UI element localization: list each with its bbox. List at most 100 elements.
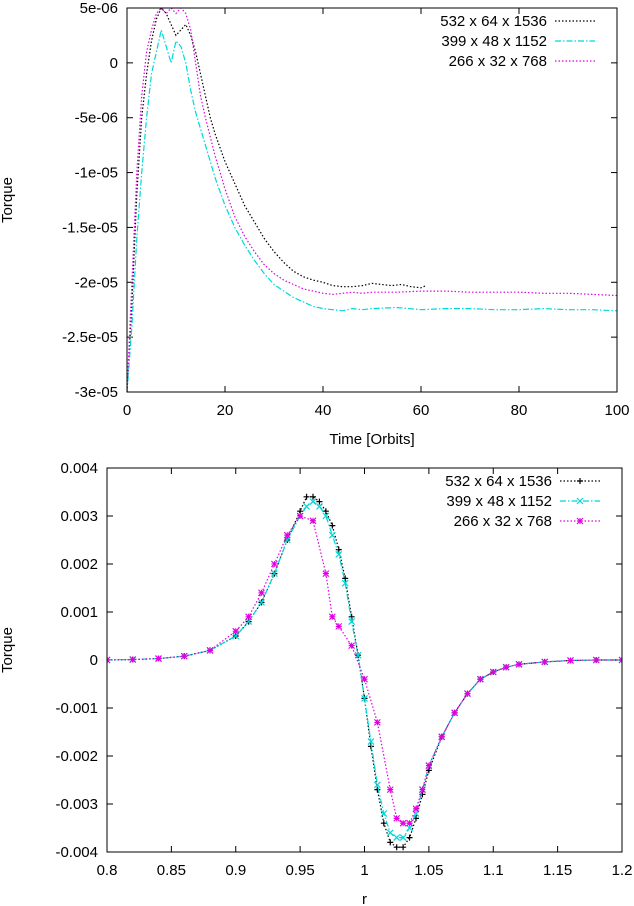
y-tick-label: -0.002 (55, 748, 98, 765)
data-point (476, 675, 484, 683)
legend-label: 399 x 48 x 1152 (446, 493, 552, 510)
x-tick-label: 60 (413, 402, 430, 419)
data-point (361, 675, 368, 683)
data-point (329, 522, 336, 529)
data-point (348, 618, 356, 626)
x-tick-label: 40 (315, 402, 332, 419)
x-tick-label: 1.2 (612, 862, 633, 879)
data-point (232, 627, 240, 635)
data-point (489, 668, 497, 676)
data-point (155, 655, 162, 662)
data-point (515, 660, 523, 668)
y-tick-label: 0.001 (60, 604, 98, 621)
data-point (335, 546, 342, 553)
data-point (393, 834, 401, 842)
x-tick-label: 0 (123, 402, 131, 419)
data-point (322, 508, 329, 515)
data-point (419, 786, 426, 793)
data-point (303, 502, 310, 510)
data-point (328, 613, 336, 621)
data-point (270, 570, 278, 578)
legend-marker (576, 517, 584, 525)
data-point (367, 738, 375, 746)
y-tick-label: 0 (110, 55, 118, 72)
data-point (438, 733, 446, 741)
y-tick-label: -0.003 (55, 796, 98, 813)
series-line-1 (107, 500, 622, 839)
data-point (406, 834, 413, 841)
legend-label: 266 x 32 x 768 (449, 53, 547, 70)
data-point (316, 498, 323, 505)
data-point (232, 632, 240, 640)
data-point (541, 658, 549, 666)
y-tick-label: -3e-05 (75, 384, 118, 401)
x-tick-label: 0.8 (97, 862, 118, 879)
series-line-0 (127, 8, 427, 392)
y-tick-label: 5e-06 (80, 0, 118, 17)
plot-area (127, 8, 617, 392)
data-point (592, 656, 600, 664)
data-point (464, 690, 471, 697)
data-point (245, 613, 253, 621)
data-point (296, 512, 304, 520)
x-tick-label: 20 (217, 402, 234, 419)
data-point (361, 694, 368, 702)
y-tick-label: -1.5e-05 (62, 219, 118, 236)
y-tick-label: -0.004 (55, 844, 98, 861)
data-point (425, 762, 433, 769)
data-point (258, 589, 265, 597)
data-point (380, 810, 388, 818)
data-point (400, 844, 407, 851)
data-point (335, 623, 343, 630)
data-point (283, 531, 291, 539)
y-axis-label: Torque (0, 627, 16, 673)
data-point (373, 781, 381, 789)
x-axis-label: r (362, 891, 367, 906)
plot-frame (126, 7, 618, 393)
y-tick-label: -0.001 (55, 700, 98, 717)
data-point (270, 560, 278, 568)
legend-marker (576, 497, 584, 505)
torque-vs-time-chart: 0 20 40 60 80 100 5e-06 0 -5e-06 -1e-05 -1.5e-05 -2… (0, 0, 630, 448)
x-tick-label: 1.15 (543, 862, 572, 879)
data-point (303, 493, 310, 500)
data-point (341, 579, 349, 587)
x-tick-label: 1.1 (483, 862, 504, 879)
legend-label: 266 x 32 x 768 (454, 513, 552, 530)
x-tick-label: 80 (511, 402, 528, 419)
plot-area (107, 493, 622, 851)
data-point (335, 550, 343, 558)
series-line-2 (107, 515, 622, 824)
data-point (393, 815, 401, 822)
data-point (386, 786, 394, 793)
x-axis-label: Time [Orbits] (329, 431, 414, 448)
series-line-2 (127, 8, 617, 392)
x-tick-label: 0.9 (225, 862, 246, 879)
data-point (406, 824, 413, 832)
torque-vs-radius-chart: 0.8 0.85 0.9 0.95 1 1.05 1.1 1.15 1.2 0.004 0.003 0… (0, 460, 632, 906)
data-point (393, 844, 400, 851)
x-tick-label: 0.95 (286, 862, 315, 879)
data-point (309, 517, 317, 525)
series-line-1 (127, 27, 617, 392)
y-tick-label: -5e-06 (75, 110, 118, 127)
data-point (322, 570, 330, 577)
data-point (129, 656, 137, 663)
data-point (310, 493, 316, 500)
data-point (412, 805, 420, 813)
x-tick-label: 0.85 (157, 862, 186, 879)
x-tick-label: 1.05 (414, 862, 443, 879)
data-point (412, 810, 420, 818)
series-line-0 (107, 496, 622, 848)
legend-label: 399 x 48 x 1152 (441, 33, 547, 50)
data-point (374, 786, 381, 793)
data-point (399, 834, 407, 842)
data-point (258, 598, 265, 606)
data-point (373, 719, 381, 726)
data-point (348, 642, 356, 649)
y-tick-label: 0 (90, 652, 98, 669)
data-point (451, 709, 459, 717)
plot-frame (106, 467, 623, 853)
data-point (322, 512, 330, 520)
